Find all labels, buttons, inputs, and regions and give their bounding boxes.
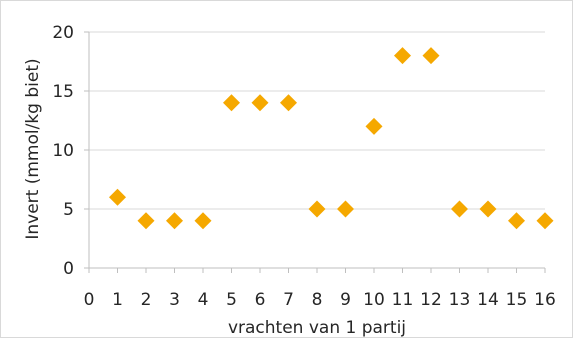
y-axis-label: Invert (mmol/kg biet) bbox=[23, 58, 43, 239]
y-tick-label-10: 10 bbox=[52, 141, 74, 161]
y-tick-label-20: 20 bbox=[52, 23, 74, 43]
data-point-9 bbox=[337, 200, 354, 218]
axes bbox=[84, 31, 546, 273]
data-point-15 bbox=[508, 212, 525, 230]
x-tick-label-15: 15 bbox=[506, 290, 528, 310]
data-point-6 bbox=[251, 94, 269, 112]
data-point-2 bbox=[137, 212, 155, 230]
x-tick-label-11: 11 bbox=[392, 290, 414, 310]
grid-lines bbox=[89, 31, 545, 210]
data-point-1 bbox=[109, 188, 126, 206]
x-tick-label-5: 5 bbox=[226, 290, 237, 310]
y-tick-label-5: 5 bbox=[63, 200, 74, 220]
x-tick-label-0: 0 bbox=[84, 290, 95, 310]
x-tick-labels: 0 1 2 3 4 5 6 7 8 9 10 11 12 13 14 15 16 bbox=[84, 290, 556, 310]
data-point-4 bbox=[194, 212, 212, 230]
x-tick-label-7: 7 bbox=[283, 290, 294, 310]
data-point-10 bbox=[365, 117, 383, 135]
x-tick-label-10: 10 bbox=[363, 290, 385, 310]
data-point-16 bbox=[536, 212, 554, 230]
x-tick-label-1: 1 bbox=[112, 290, 123, 310]
data-point-12 bbox=[422, 47, 440, 65]
x-tick-label-2: 2 bbox=[141, 290, 152, 310]
y-tick-label-15: 15 bbox=[52, 82, 74, 102]
data-point-11 bbox=[394, 47, 411, 65]
x-tick-label-3: 3 bbox=[169, 290, 180, 310]
x-tick-label-12: 12 bbox=[420, 290, 442, 310]
data-point-14 bbox=[479, 200, 497, 218]
data-point-3 bbox=[166, 212, 183, 230]
x-tick-label-13: 13 bbox=[449, 290, 471, 310]
x-tick-label-9: 9 bbox=[340, 290, 351, 310]
x-tick-label-16: 16 bbox=[534, 290, 556, 310]
x-tick-label-4: 4 bbox=[198, 290, 209, 310]
data-point-7 bbox=[280, 94, 297, 112]
data-point-5 bbox=[223, 94, 240, 112]
x-tick-label-8: 8 bbox=[312, 290, 323, 310]
data-points bbox=[109, 47, 554, 230]
x-tick-label-14: 14 bbox=[477, 290, 499, 310]
x-axis-label: vrachten van 1 partij bbox=[228, 318, 406, 338]
data-point-8 bbox=[308, 200, 326, 218]
x-tick-label-6: 6 bbox=[255, 290, 266, 310]
y-tick-labels: 0 5 10 15 20 bbox=[52, 23, 74, 279]
y-tick-label-0: 0 bbox=[63, 259, 74, 279]
data-point-13 bbox=[451, 200, 468, 218]
